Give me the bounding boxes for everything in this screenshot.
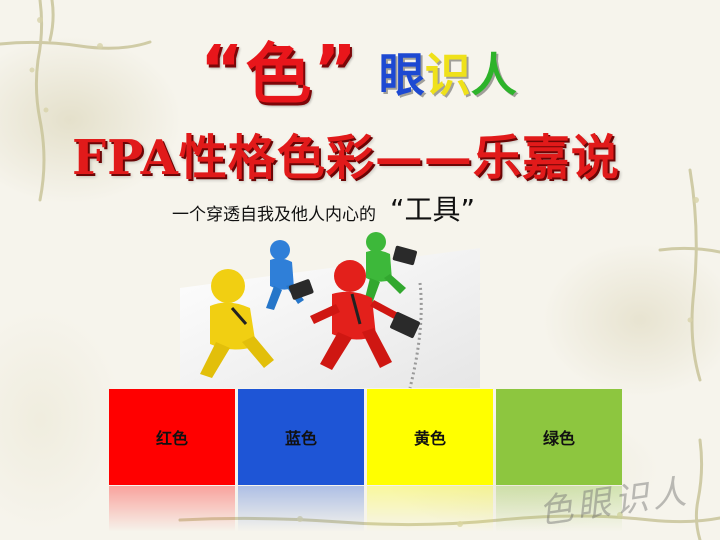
color-block-red: 红色 xyxy=(109,389,235,485)
red-figure xyxy=(310,260,420,370)
reflection-blue xyxy=(238,486,364,532)
color-blocks-reflection xyxy=(109,486,625,532)
subtitle-tool-word: “工具” xyxy=(390,193,476,226)
title-char-person: 人 xyxy=(470,48,517,102)
running-figures-illustration xyxy=(180,232,480,389)
title-highlight-char: 色 xyxy=(245,36,314,113)
title-char-know: 识 xyxy=(424,48,471,102)
reflection-red xyxy=(109,486,235,532)
title-close-quote: ” xyxy=(313,30,359,108)
blue-figure xyxy=(266,240,314,310)
color-block-label: 绿色 xyxy=(542,429,575,448)
color-block-label: 黄色 xyxy=(413,429,446,448)
subtitle: 一个穿透自我及他人内心的 “工具” xyxy=(172,193,475,228)
title-open-quote: “ xyxy=(200,30,246,108)
title-char-eye: 眼 xyxy=(378,48,425,102)
headline: FPA性格色彩——乐嘉说 xyxy=(72,130,620,186)
reflection-green xyxy=(496,486,622,532)
color-block-label: 红色 xyxy=(155,429,188,448)
title-row: “ 色 ” 眼 识 人 xyxy=(200,24,517,114)
color-block-label: 蓝色 xyxy=(284,429,317,448)
color-block-blue: 蓝色 xyxy=(238,389,364,485)
yellow-figure xyxy=(200,269,274,378)
reflection-yellow xyxy=(367,486,493,532)
color-blocks-row: 红色 蓝色 黄色 绿色 xyxy=(109,389,625,485)
subtitle-text: 一个穿透自我及他人内心的 xyxy=(172,204,376,225)
color-block-yellow: 黄色 xyxy=(367,389,493,485)
color-block-green: 绿色 xyxy=(496,389,622,485)
title-eye-chars: 眼 识 人 xyxy=(379,39,517,105)
